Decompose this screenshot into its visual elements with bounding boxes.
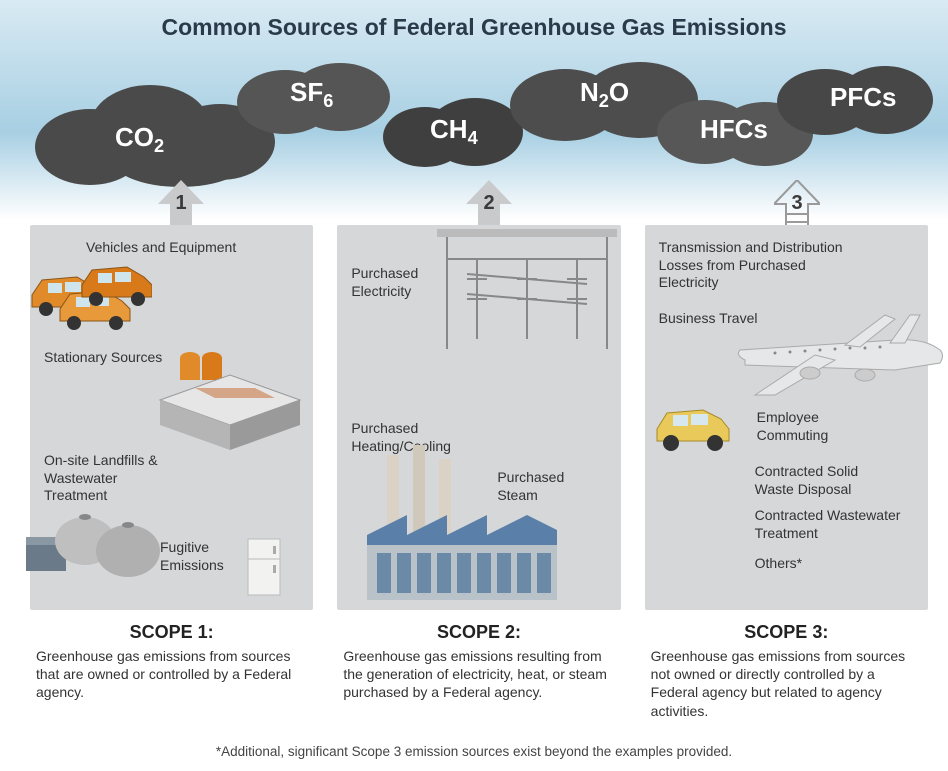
scope2-desc: SCOPE 2: Greenhouse gas emissions result…: [337, 622, 620, 720]
factory-icon: [347, 445, 577, 615]
scope1-panel: Vehicles and Equipment: [30, 225, 313, 610]
page-title: Common Sources of Federal Greenhouse Gas…: [0, 14, 948, 41]
electricity-pylons-icon: [427, 219, 627, 369]
stationary-building-icon: [140, 340, 310, 450]
fugitive-fridge-icon: [240, 533, 290, 603]
scope3-tdl-label: Transmission and Distribution Losses fro…: [659, 239, 859, 292]
columns-row: Vehicles and Equipment: [30, 225, 928, 610]
scope3-others-label: Others*: [755, 555, 802, 573]
scope3-commute-label: Employee Commuting: [757, 409, 857, 444]
scope1-desc: SCOPE 1: Greenhouse gas emissions from s…: [30, 622, 313, 720]
scope1-vehicles-label: Vehicles and Equipment: [86, 239, 299, 257]
scope3-panel: Transmission and Distribution Losses fro…: [645, 225, 928, 610]
arrow-1: 1: [158, 180, 204, 230]
landfill-domes-icon: [20, 493, 170, 583]
footnote: *Additional, significant Scope 3 emissio…: [0, 744, 948, 759]
airplane-icon: [715, 305, 948, 415]
clouds-row: CO2 SF6 CH4 N2O HFCs: [0, 42, 948, 182]
vehicles-icon: [22, 255, 152, 335]
commute-car-icon: [645, 395, 745, 455]
scope3-desc: SCOPE 3: Greenhouse gas emissions from s…: [645, 622, 928, 720]
scope-descriptions: SCOPE 1: Greenhouse gas emissions from s…: [30, 622, 928, 720]
scope3-solid-label: Contracted Solid Waste Disposal: [755, 463, 895, 498]
scope2-panel: Purchased Electricity Purchased Heating/…: [337, 225, 620, 610]
scope3-ww-label: Contracted Wastewater Treatment: [755, 507, 925, 542]
arrow-3: 3: [774, 180, 820, 230]
scope1-fugitive-label: Fugitive Emissions: [160, 539, 250, 574]
